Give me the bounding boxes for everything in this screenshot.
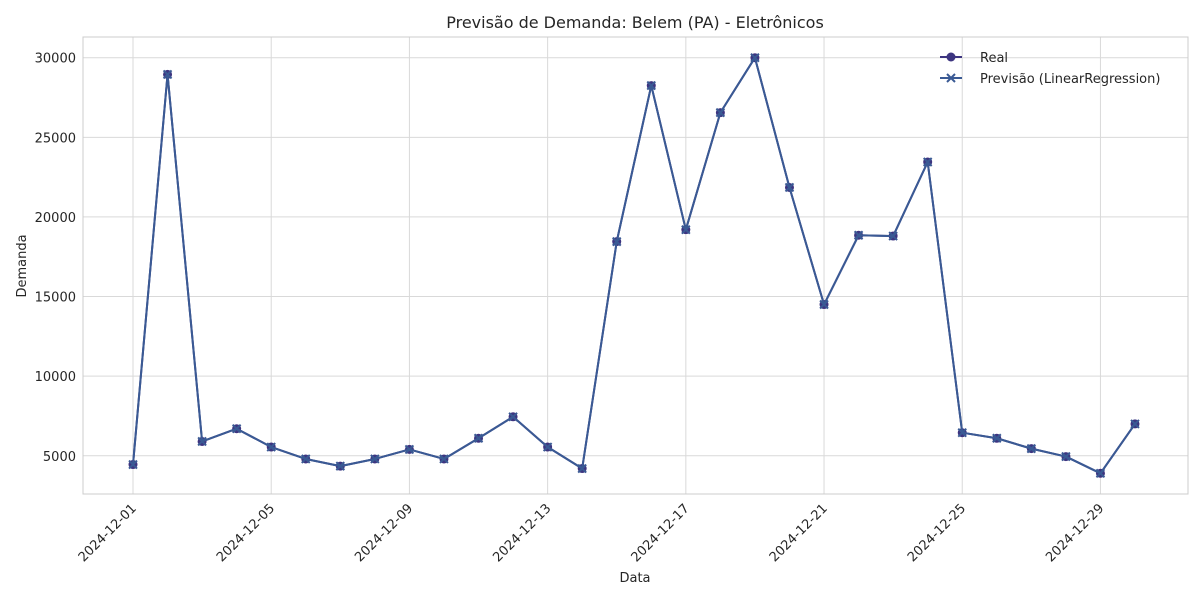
y-tick-label: 5000 — [43, 450, 76, 465]
data-point — [162, 69, 173, 80]
data-point — [508, 412, 518, 422]
x-tick-label: 2024-12-09 — [352, 501, 416, 565]
data-point — [888, 231, 898, 241]
data-point — [1061, 451, 1071, 462]
series-layer — [128, 52, 1140, 479]
data-point — [646, 80, 656, 91]
y-tick-label: 30000 — [35, 52, 76, 67]
data-point — [301, 454, 311, 464]
legend-marker — [946, 52, 956, 62]
data-point — [853, 230, 864, 240]
data-point — [1095, 468, 1106, 479]
y-tick-label: 15000 — [35, 291, 76, 306]
data-point — [577, 463, 587, 474]
series-forecast — [128, 52, 1140, 479]
data-point — [957, 427, 967, 438]
y-axis-label: Demanda — [15, 234, 30, 297]
legend-label: Previsão (LinearRegression) — [980, 72, 1160, 87]
y-tick-label: 20000 — [35, 211, 76, 226]
x-axis-label: Data — [619, 571, 650, 586]
data-point — [266, 442, 276, 452]
x-tick-label: 2024-12-01 — [76, 501, 140, 565]
series-real — [128, 53, 1140, 478]
grid — [83, 37, 1188, 494]
x-tick-label: 2024-12-21 — [767, 501, 831, 565]
data-point — [473, 433, 484, 443]
data-point — [197, 436, 207, 447]
plot-frame — [82, 36, 1189, 495]
y-tick-labels: 5000 10000 15000 20000 25000 30000 — [35, 52, 76, 465]
data-point — [784, 182, 795, 193]
series-line — [132, 56, 1136, 475]
y-tick-label: 10000 — [35, 370, 76, 385]
x-tick-label: 2024-12-29 — [1043, 501, 1107, 565]
data-point — [1130, 419, 1140, 429]
x-tick-label: 2024-12-13 — [490, 501, 554, 565]
data-point — [681, 224, 691, 235]
x-tick-label: 2024-12-25 — [905, 501, 969, 565]
data-point — [819, 299, 829, 310]
data-point — [612, 236, 622, 247]
data-point — [335, 461, 346, 471]
data-point — [439, 454, 449, 464]
data-point — [404, 444, 415, 455]
data-point — [370, 454, 380, 464]
chart-title: Previsão de Demanda: Belem (PA) - Eletrô… — [446, 13, 824, 32]
series-line — [132, 56, 1136, 475]
legend: Real Previsão (LinearRegression) — [940, 51, 1160, 87]
legend-label: Real — [980, 51, 1008, 66]
data-point — [1026, 443, 1037, 454]
legend-marker — [946, 73, 956, 83]
data-point — [750, 52, 760, 63]
x-tick-label: 2024-12-17 — [629, 501, 693, 565]
data-point — [231, 424, 242, 434]
data-point — [542, 442, 553, 452]
x-tick-labels: 2024-12-01 2024-12-05 2024-12-09 2024-12-13… — [76, 501, 1107, 565]
y-tick-label: 25000 — [35, 131, 76, 146]
data-point — [128, 459, 138, 470]
data-point — [992, 433, 1002, 443]
data-point — [922, 157, 933, 167]
data-point — [715, 107, 726, 118]
x-tick-label: 2024-12-05 — [214, 501, 278, 565]
